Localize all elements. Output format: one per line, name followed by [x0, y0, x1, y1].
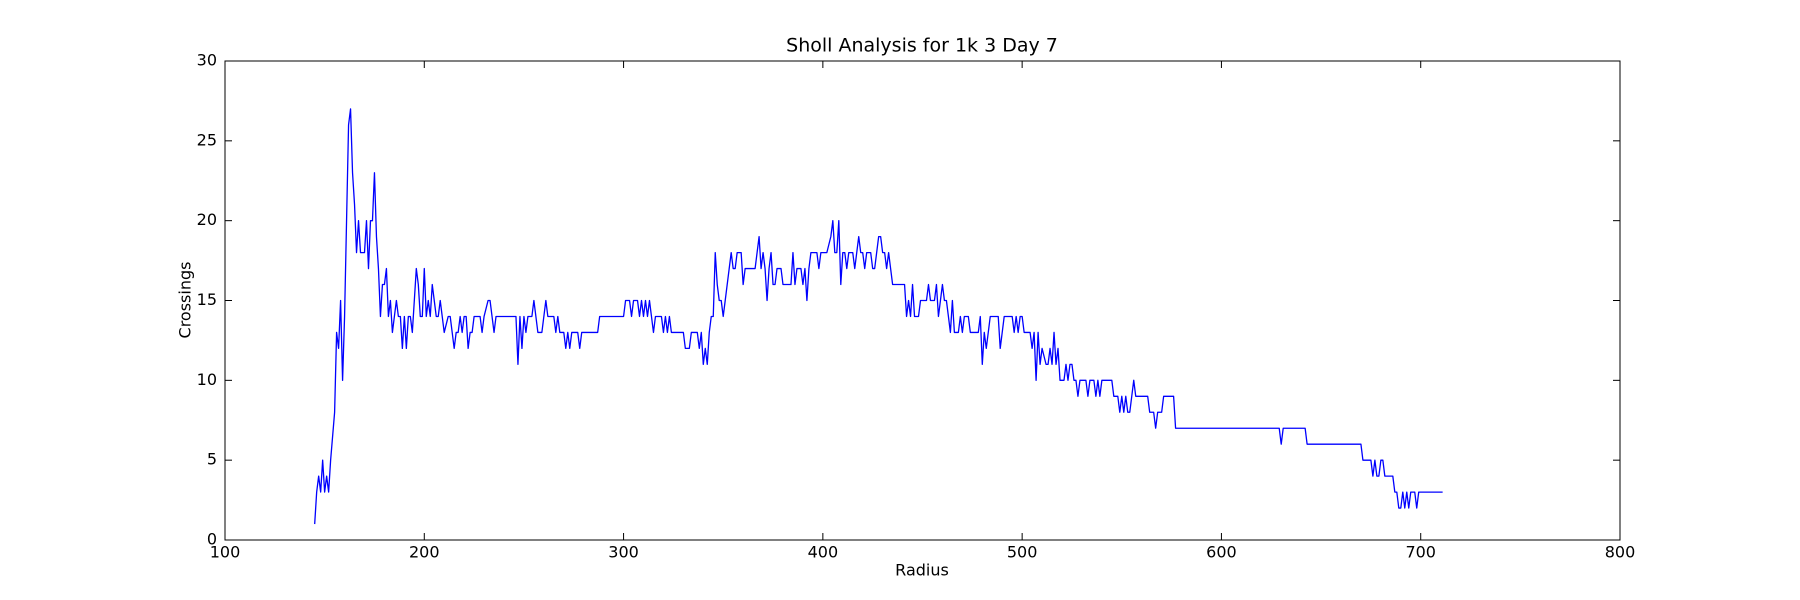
- x-tick-label: 100: [210, 543, 241, 562]
- x-tick-label: 400: [808, 543, 839, 562]
- x-tick-label: 800: [1605, 543, 1636, 562]
- y-axis-label: Crossings: [176, 262, 195, 339]
- y-tick-label: 25: [197, 130, 217, 149]
- x-tick-label: 200: [409, 543, 440, 562]
- y-tick-label: 5: [207, 450, 217, 469]
- y-tick-label: 30: [197, 51, 217, 70]
- y-tick-label: 0: [207, 530, 217, 549]
- x-tick-label: 600: [1206, 543, 1237, 562]
- y-tick-label: 15: [197, 290, 217, 309]
- x-tick-label: 700: [1405, 543, 1436, 562]
- x-tick-label: 500: [1007, 543, 1038, 562]
- x-tick-label: 300: [608, 543, 639, 562]
- chart-title: Sholl Analysis for 1k 3 Day 7: [786, 35, 1058, 57]
- y-tick-label: 20: [197, 210, 217, 229]
- data-line: [314, 108, 1443, 525]
- x-axis-label: Radius: [895, 561, 949, 580]
- y-tick-label: 10: [197, 370, 217, 389]
